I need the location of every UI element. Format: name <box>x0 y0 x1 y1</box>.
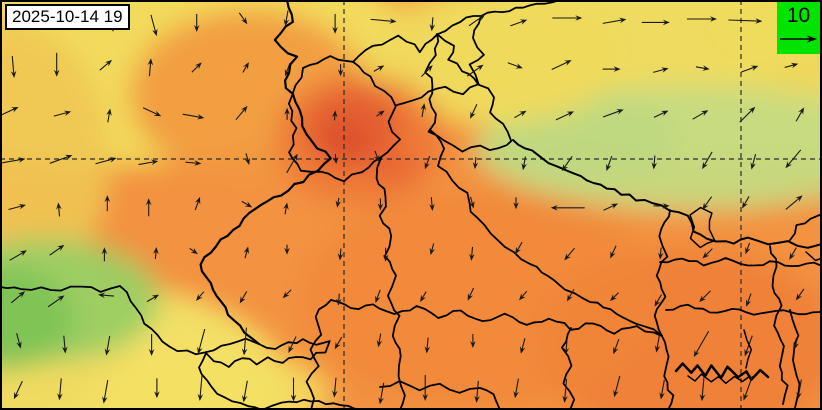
timestamp-label: 2025-10-14 19 <box>5 4 130 30</box>
legend-value: 10 <box>786 4 811 27</box>
wind-speed-legend: 10 <box>777 2 820 54</box>
legend-reference-arrow-icon <box>780 35 817 43</box>
timestamp-text: 2025-10-14 19 <box>12 7 123 26</box>
